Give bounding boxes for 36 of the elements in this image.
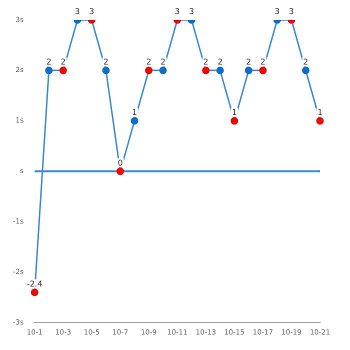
data-label: 3 [174,7,180,16]
data-label: 3 [274,7,280,16]
point [230,117,238,125]
point [30,288,38,296]
data-label: 2 [46,58,52,67]
point [130,117,138,125]
data-label: 1 [132,108,138,117]
point [116,168,124,176]
data-label: 2 [103,58,109,67]
point [145,66,153,74]
data-label: 2 [160,58,166,67]
data-label: 3 [189,7,194,16]
point [45,66,53,74]
point [259,66,267,74]
point [216,66,224,74]
point [244,66,252,74]
data-label: 3 [74,7,80,16]
point [102,66,110,74]
data-label: 1 [317,108,323,117]
point [159,66,167,74]
data-label: 3 [89,7,94,16]
data-label: 0 [118,158,123,168]
data-label: 2 [146,58,152,67]
data-label: 2 [260,58,266,67]
point [316,117,324,125]
data-label: 2 [303,58,308,67]
data-label: 1 [232,108,237,117]
data-label: -2.4 [26,279,42,288]
data-label: 2 [246,58,252,67]
data-label: 2 [60,58,66,67]
data-label: 2 [203,58,208,67]
point [59,66,67,74]
data-label: 2 [218,58,223,67]
point [202,66,210,74]
data-label: 3 [288,7,294,16]
point [302,66,310,74]
